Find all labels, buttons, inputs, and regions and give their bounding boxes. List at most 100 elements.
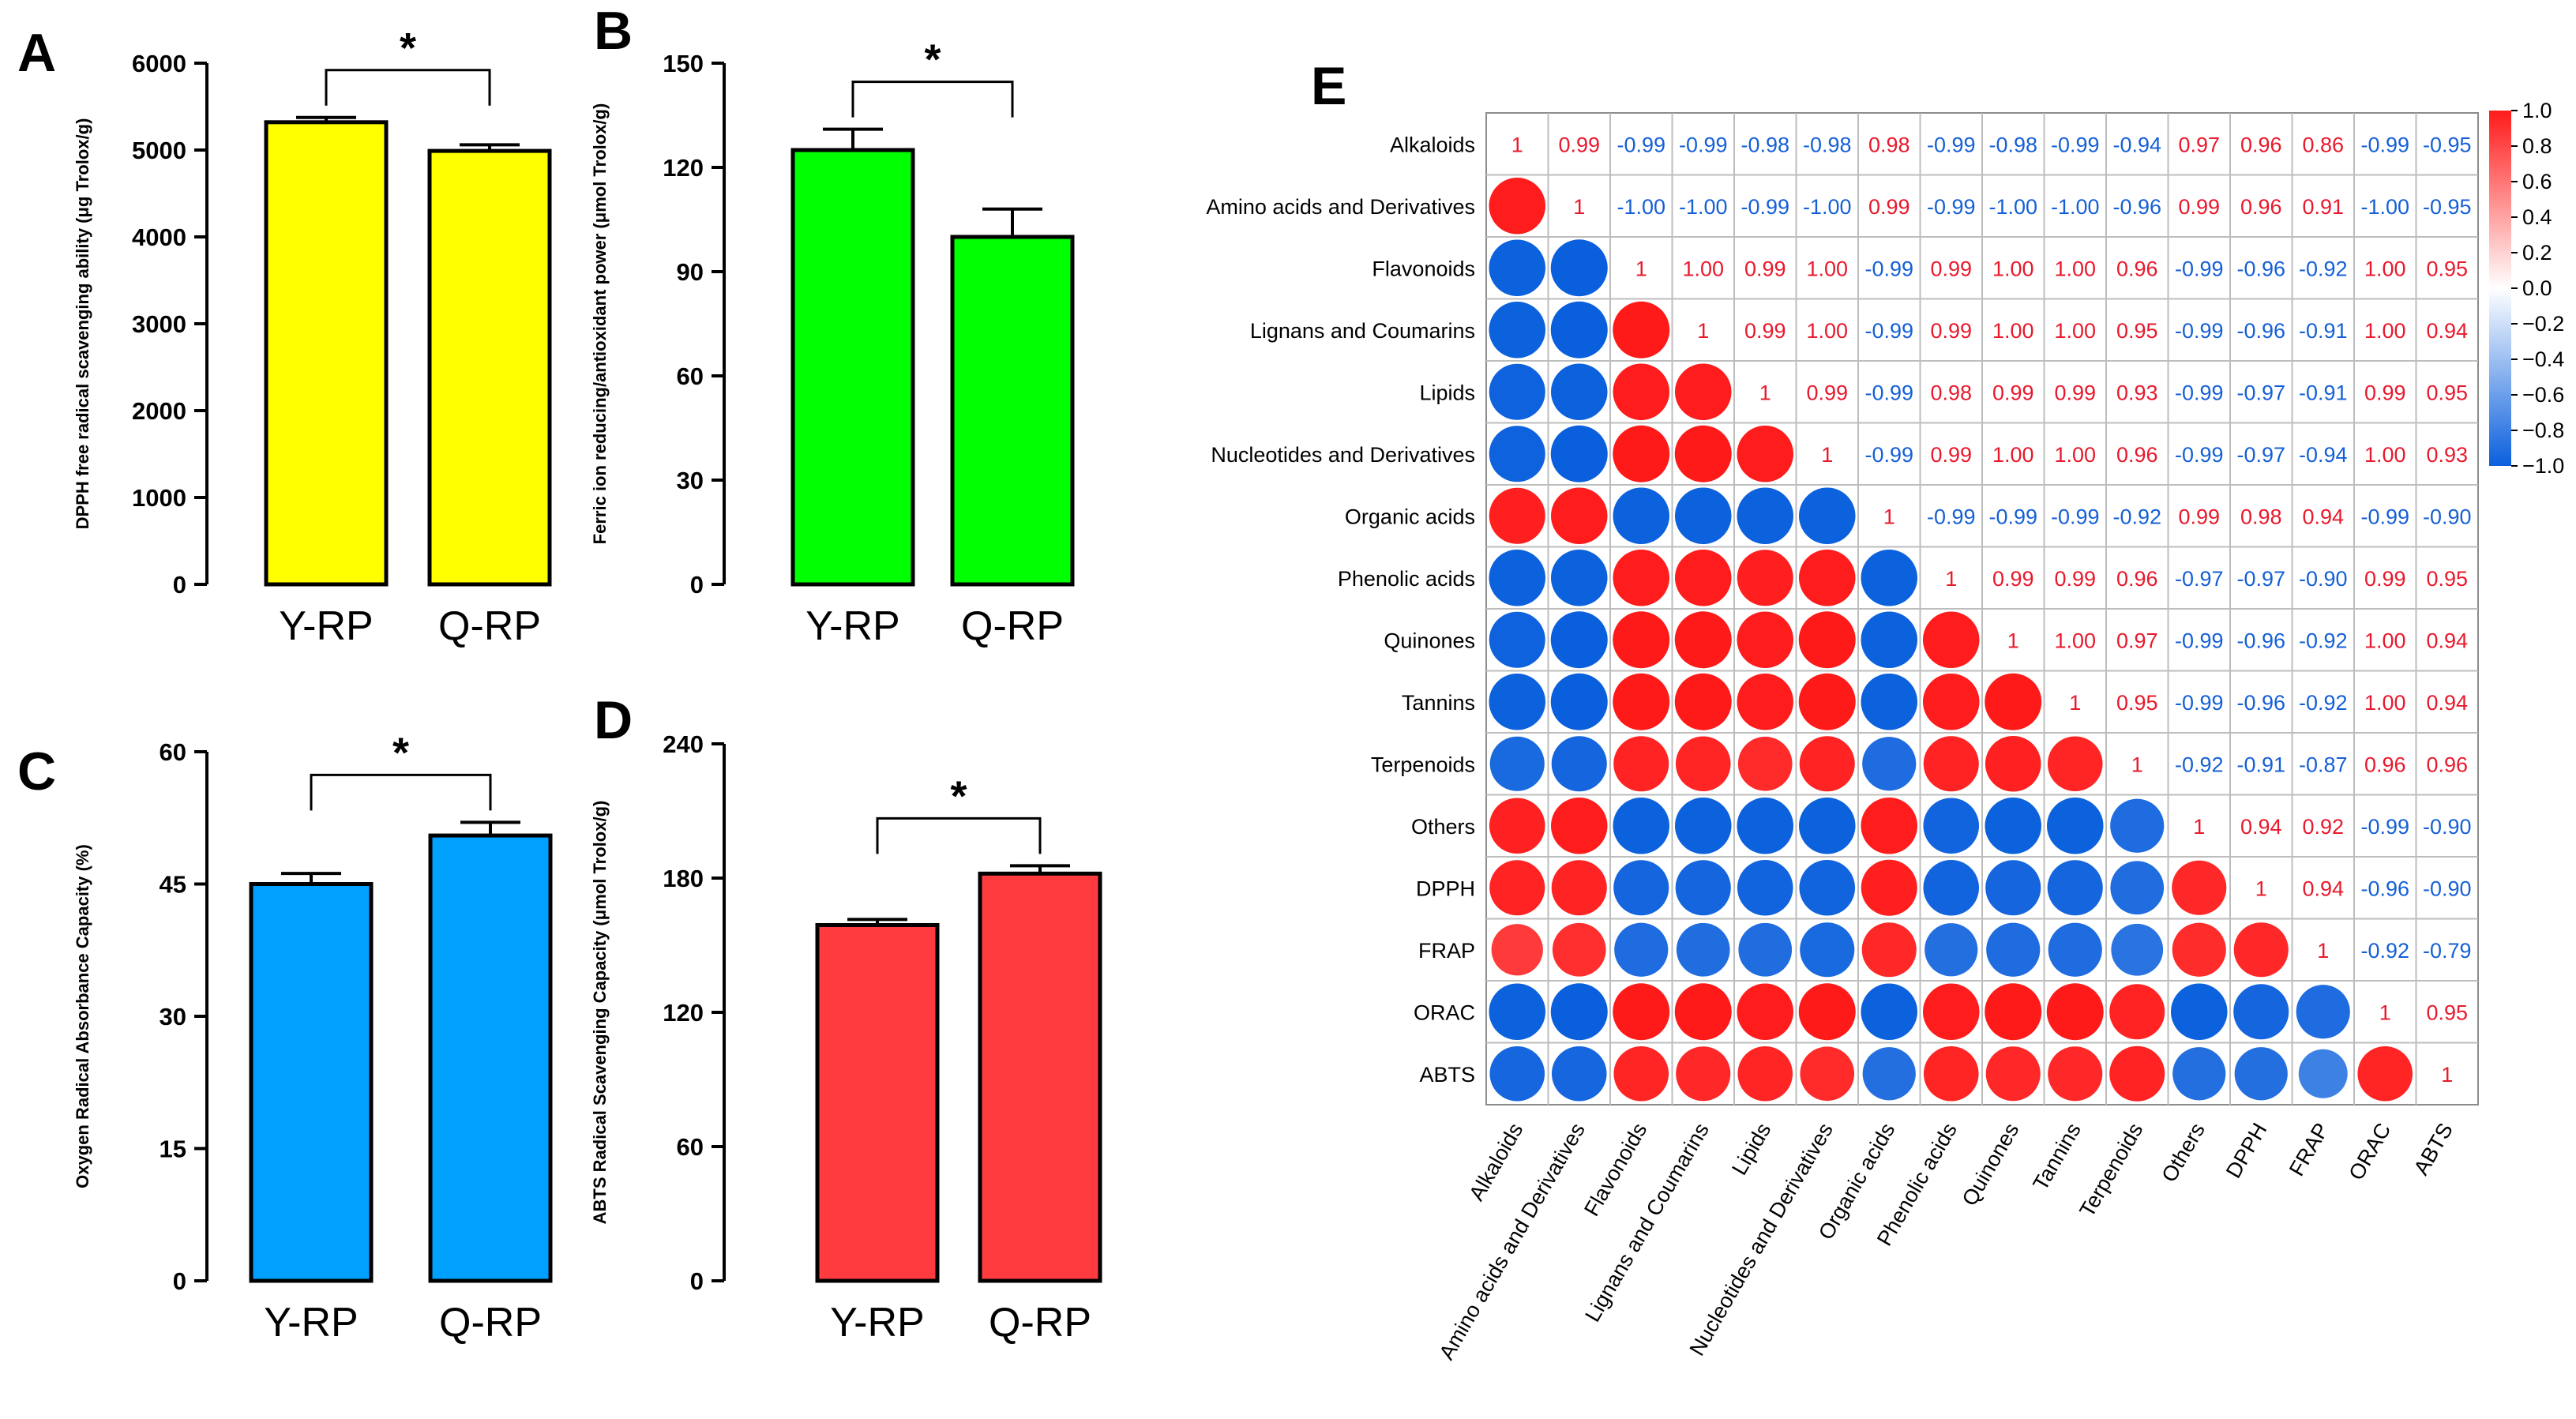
correlation-value: -0.90 [2423, 505, 2472, 528]
row-label: FRAP [1418, 939, 1475, 963]
panel-letter: A [17, 23, 56, 83]
significance-bracket [310, 773, 492, 811]
correlation-circle [1489, 798, 1545, 854]
correlation-value: -0.99 [2360, 815, 2409, 839]
correlation-circle [1613, 549, 1670, 606]
correlation-circle [1550, 487, 1608, 545]
correlation-circle [1674, 363, 1732, 421]
y-tick-label: 15 [160, 1136, 186, 1163]
correlation-value: 1 [1945, 567, 1957, 591]
correlation-circle [1489, 673, 1546, 730]
correlation-circle [1550, 673, 1608, 730]
correlation-value: -0.94 [2112, 133, 2161, 156]
correlation-circle [2296, 985, 2350, 1039]
colorbar-tick-label: −1.0 [2522, 454, 2564, 478]
correlation-circle [1674, 425, 1732, 482]
panel-letter: B [594, 1, 633, 61]
bar [978, 871, 1102, 1283]
correlation-value: -0.90 [2423, 877, 2472, 900]
panel-letter: C [17, 741, 56, 801]
correlation-circle [1550, 549, 1608, 606]
correlation-value: -1.00 [2360, 195, 2409, 219]
correlation-value: 1 [1883, 505, 1895, 528]
correlation-value: 1.00 [1992, 319, 2034, 343]
correlation-value: -0.90 [2423, 815, 2472, 839]
category-label: Y-RP [805, 603, 899, 649]
correlation-circle [2110, 798, 2165, 853]
correlation-circle [1675, 860, 1731, 916]
correlation-circle [1738, 922, 1793, 977]
correlation-circle [1489, 363, 1545, 420]
correlation-circle [1489, 177, 1546, 235]
correlation-value: 0.95 [2426, 567, 2468, 591]
correlation-circle [1489, 426, 1545, 482]
correlation-circle [1737, 983, 1794, 1041]
correlation-value: -0.95 [2423, 195, 2472, 219]
correlation-value: 0.95 [2116, 319, 2158, 343]
row-label: Alkaloids [1390, 133, 1475, 156]
significance-star: * [950, 772, 967, 820]
correlation-circle [1737, 797, 1794, 854]
correlation-circle [1491, 924, 1543, 976]
correlation-circle [1923, 798, 1980, 854]
correlation-value: -0.99 [1617, 133, 1665, 156]
bar [950, 235, 1075, 587]
correlation-value: -1.00 [1617, 195, 1665, 219]
correlation-value: -1.00 [1803, 195, 1852, 219]
correlation-circle [1674, 487, 1732, 545]
colorbar-tick-label: −0.8 [2522, 419, 2564, 442]
row-label: ORAC [1414, 1000, 1475, 1024]
correlation-circle [1985, 797, 2042, 854]
correlation-value: -0.96 [2112, 195, 2161, 219]
correlation-circle [2172, 1047, 2226, 1101]
colorbar-tick-label: −0.4 [2522, 347, 2564, 371]
correlation-value: 1 [1697, 319, 1709, 343]
correlation-circle [1923, 1045, 1979, 1102]
colorbar-tick-label: 0.4 [2522, 205, 2552, 229]
correlation-value: -0.97 [2236, 381, 2285, 404]
column-label: DPPH [2221, 1119, 2271, 1182]
correlation-circle [1737, 859, 1793, 916]
correlation-circle [1861, 859, 1917, 916]
correlation-circle [1924, 923, 1978, 977]
colorbar-tick-label: −0.2 [2522, 312, 2564, 336]
correlation-value: 1 [1635, 257, 1647, 280]
correlation-circle [2046, 983, 2104, 1041]
correlation-value: -1.00 [1679, 195, 1728, 219]
row-label: Lipids [1419, 381, 1475, 404]
colorbar-tick-label: 0.8 [2522, 134, 2552, 158]
y-tick-label: 3000 [132, 310, 186, 338]
correlation-value: 0.96 [2116, 443, 2158, 467]
correlation-value: -0.99 [1679, 133, 1728, 156]
correlation-circle [1613, 363, 1670, 421]
correlation-value: -0.98 [1740, 133, 1789, 156]
correlation-value: 0.99 [1930, 319, 1972, 343]
correlation-circle [1986, 922, 2041, 977]
correlation-value: -0.99 [1927, 505, 1976, 528]
correlation-circle [1861, 611, 1918, 669]
correlation-circle [1861, 797, 1918, 854]
row-label: Nucleotides and Derivatives [1211, 443, 1475, 467]
correlation-value: -0.99 [2175, 629, 2224, 652]
correlation-circle [1674, 797, 1732, 854]
correlation-circle [1799, 736, 1855, 792]
correlation-circle [1550, 301, 1608, 359]
correlation-circle [1489, 611, 1545, 668]
bar [427, 148, 552, 587]
column-label: Alkaloids [1464, 1119, 1527, 1205]
correlation-circle [1861, 983, 1918, 1041]
panel-e: E Alkaloids Amino acids and Derivatives Fla… [1206, 56, 2564, 1364]
correlation-circle [1613, 1045, 1669, 1102]
correlation-circle [1489, 736, 1545, 791]
correlation-value: 0.96 [2240, 133, 2282, 156]
correlation-circle [1737, 673, 1794, 730]
column-label: FRAP [2285, 1119, 2334, 1180]
correlation-circle [2172, 860, 2227, 915]
correlation-circle [1799, 859, 1856, 916]
row-label: Lignans and Coumarins [1250, 319, 1475, 343]
correlation-circle [1550, 425, 1608, 482]
correlation-value: 1.00 [2054, 443, 2096, 467]
correlation-circle [1737, 611, 1794, 669]
correlation-value: 0.99 [1992, 567, 2034, 591]
correlation-circle [1985, 735, 2041, 792]
